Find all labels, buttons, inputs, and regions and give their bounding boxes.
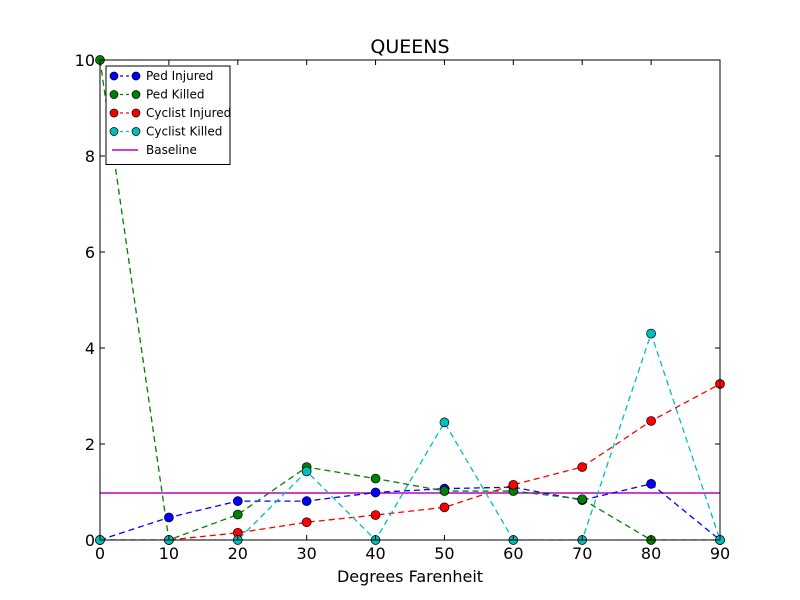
chart-title: QUEENS bbox=[370, 36, 449, 58]
legend-label-2: Cyclist Injured bbox=[146, 106, 231, 120]
y-tick-label: 8 bbox=[85, 147, 95, 166]
x-tick-label: 80 bbox=[641, 544, 661, 563]
legend-box bbox=[105, 65, 231, 165]
axes: 0 10 20 30 40 50 60 70 80 90 0 2 4 6 8 10 bbox=[75, 51, 731, 563]
series-line-2 bbox=[100, 383, 720, 540]
x-tick-label: 50 bbox=[434, 544, 454, 563]
data-point-3-5 bbox=[439, 417, 450, 428]
data-point-2-7 bbox=[577, 462, 588, 472]
data-point-0-3 bbox=[301, 496, 312, 506]
series-line-1 bbox=[100, 60, 720, 540]
data-point-1-2 bbox=[232, 509, 243, 520]
series-line-3 bbox=[100, 331, 720, 540]
legend-marker-0 bbox=[131, 71, 141, 81]
data-point-0-1 bbox=[164, 512, 174, 523]
data-point-1-5 bbox=[439, 486, 450, 496]
legend-label-1: Ped Killed bbox=[146, 88, 205, 102]
legend-marker-3 bbox=[109, 127, 119, 136]
legend-label-0: Ped Injured bbox=[146, 69, 213, 83]
x-tick-label: 40 bbox=[365, 544, 385, 563]
legend-marker-1 bbox=[109, 90, 119, 99]
y-tick-label: 0 bbox=[85, 531, 95, 550]
y-tick-label: 4 bbox=[85, 339, 95, 358]
data-point-0-2 bbox=[232, 496, 243, 506]
legend-marker-1 bbox=[131, 90, 141, 99]
x-tick-label: 30 bbox=[296, 544, 316, 563]
legend-marker-3 bbox=[131, 127, 141, 136]
x-tick-label: 20 bbox=[228, 544, 248, 563]
plot-content bbox=[100, 60, 720, 540]
data-point-2-5 bbox=[439, 502, 450, 513]
data-point-2-4 bbox=[370, 510, 381, 520]
data-point-1-7 bbox=[577, 494, 588, 505]
y-tick-label: 2 bbox=[85, 435, 95, 454]
legend-marker-2 bbox=[109, 108, 119, 118]
legend-marker-0 bbox=[109, 71, 119, 81]
series-line-0 bbox=[100, 483, 720, 540]
data-point-3-8 bbox=[646, 328, 656, 339]
x-tick-label: 10 bbox=[159, 544, 179, 563]
data-point-2-8 bbox=[646, 416, 656, 426]
legend-label-baseline: Baseline bbox=[146, 143, 197, 157]
axes-frame bbox=[99, 59, 721, 541]
data-point-3-3 bbox=[301, 466, 312, 477]
x-tick-label: 70 bbox=[572, 544, 592, 563]
legend-label-3: Cyclist Killed bbox=[146, 125, 222, 139]
data-point-2-6 bbox=[508, 479, 519, 490]
x-axis-label: Degrees Farenheit bbox=[337, 567, 483, 586]
legend-marker-2 bbox=[131, 108, 141, 118]
y-tick-label: 10 bbox=[75, 51, 95, 70]
data-point-1-4 bbox=[370, 473, 381, 484]
data-point-0-8 bbox=[646, 478, 656, 489]
data-point-0-4 bbox=[370, 487, 381, 498]
x-tick-label: 60 bbox=[503, 544, 523, 563]
y-tick-label: 6 bbox=[85, 243, 95, 262]
legend: Ped Injured Ped Killed Cyclist Injured Cycl… bbox=[105, 65, 231, 165]
x-tick-label: 90 bbox=[710, 544, 730, 563]
x-tick-label: 0 bbox=[95, 544, 105, 563]
data-point-2-3 bbox=[301, 517, 312, 528]
